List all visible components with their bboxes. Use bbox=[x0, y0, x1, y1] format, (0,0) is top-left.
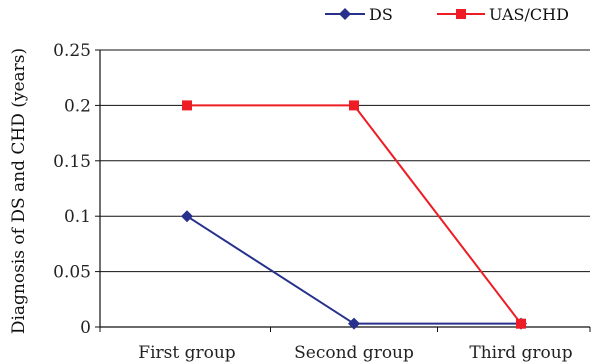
y-tick-labels: 0 0.05 0.1 0.15 0.2 0.25 bbox=[53, 41, 91, 338]
legend-label: UAS/CHD bbox=[489, 5, 569, 24]
x-tick-label: Third group bbox=[469, 343, 572, 363]
y-tick-label: 0.05 bbox=[53, 263, 91, 283]
series-line-ds bbox=[186, 215, 521, 325]
x-tick-labels: First group Second group Third group bbox=[138, 343, 572, 363]
y-tick-label: 0.25 bbox=[53, 41, 91, 61]
data-point-square bbox=[349, 100, 359, 111]
data-point-diamond bbox=[181, 210, 193, 223]
legend: DS UAS/CHD bbox=[325, 5, 569, 24]
legend-marker-square bbox=[456, 9, 466, 19]
y-tick-label: 0.15 bbox=[53, 152, 91, 172]
data-point-square bbox=[182, 100, 192, 111]
data-point-square bbox=[516, 318, 526, 329]
series-layer bbox=[181, 100, 527, 330]
data-point-diamond bbox=[348, 317, 360, 330]
gridlines bbox=[100, 49, 590, 273]
series-line-uas-chd bbox=[187, 104, 522, 325]
x-tick-label: First group bbox=[138, 343, 236, 363]
y-axis-title: Diagnosis of DS and CHD (years) bbox=[9, 48, 29, 334]
y-tick-label: 0.2 bbox=[64, 96, 91, 116]
y-tick-label: 0 bbox=[80, 318, 91, 338]
x-tick-label: Second group bbox=[294, 343, 414, 363]
legend-label: DS bbox=[369, 5, 393, 24]
y-tick-label: 0.1 bbox=[64, 207, 91, 227]
legend-marker-diamond bbox=[339, 8, 351, 20]
axes bbox=[95, 49, 591, 332]
